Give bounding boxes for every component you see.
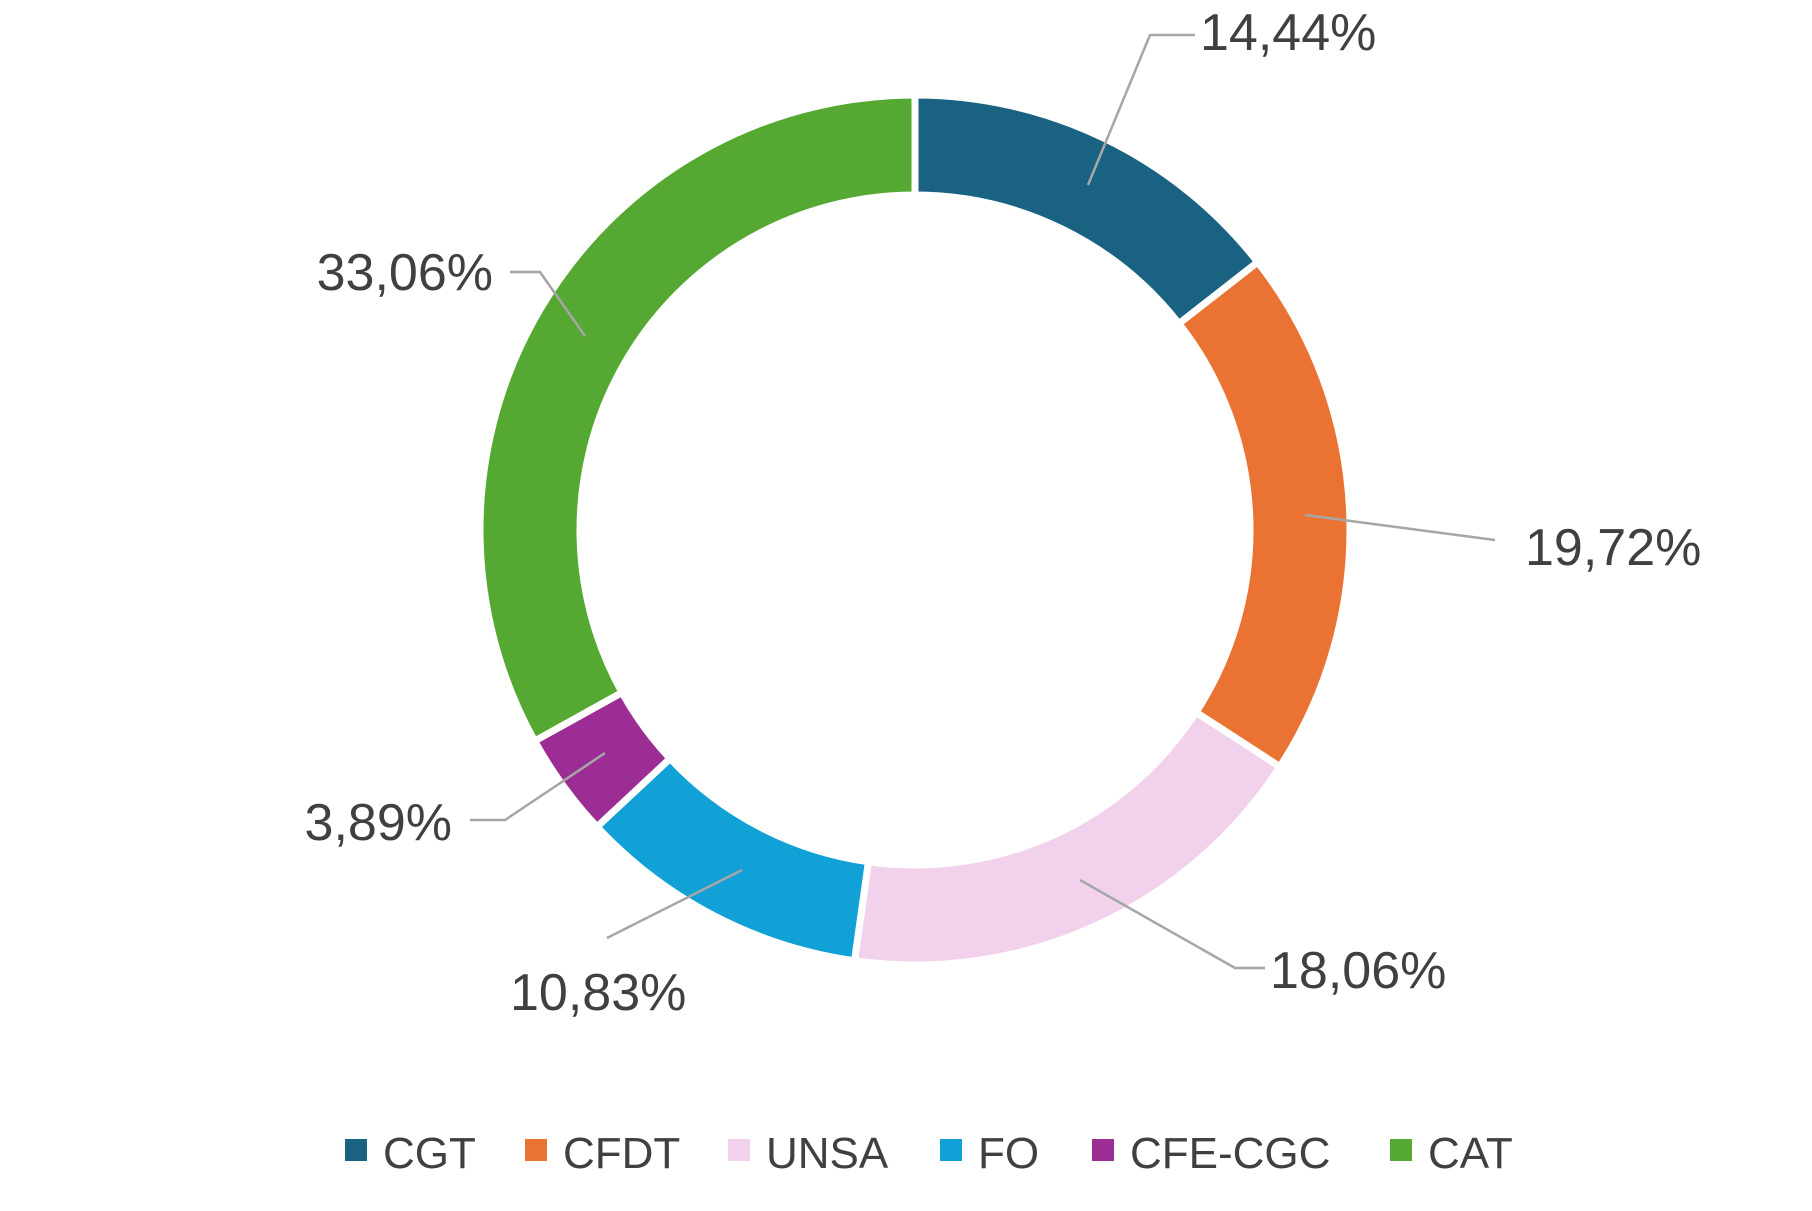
legend: CGT CFDT UNSA FO CFE-CGC CAT [345, 1129, 1513, 1178]
legend-swatch-cfe-cgc [1092, 1139, 1114, 1161]
legend-label-cfe-cgc: CFE-CGC [1130, 1129, 1330, 1178]
slice-unsa [850, 707, 1285, 969]
legend-label-cfdt: CFDT [563, 1129, 680, 1178]
leader-line-fo [606, 868, 743, 940]
slice-cfdt [1174, 257, 1354, 772]
data-label-unsa: 18,06% [1270, 942, 1446, 1000]
donut-slices [476, 91, 1354, 969]
leader-lines [470, 33, 1496, 970]
data-label-cfe-cgc: 3,89% [305, 794, 452, 852]
leader-line-cfe-cgc [470, 751, 606, 822]
leader-line-cgt [1086, 33, 1195, 186]
legend-swatch-cat [1390, 1139, 1412, 1161]
data-label-fo: 10,83% [510, 964, 686, 1022]
legend-label-cgt: CGT [383, 1129, 476, 1178]
data-label-cat: 33,06% [317, 244, 493, 302]
leader-line-unsa [1079, 878, 1265, 970]
legend-swatch-cfdt [525, 1139, 547, 1161]
legend-label-unsa: UNSA [766, 1129, 889, 1178]
legend-label-fo: FO [978, 1129, 1039, 1178]
legend-swatch-cgt [345, 1139, 367, 1161]
legend-swatch-fo [940, 1139, 962, 1161]
slice-cat [476, 91, 919, 746]
data-label-cgt: 14,44% [1200, 4, 1376, 62]
leader-line-cat [510, 270, 587, 337]
legend-swatch-unsa [728, 1139, 750, 1161]
data-labels: 14,44% 19,72% 18,06% 10,83% 3,89% 33,06% [305, 4, 1702, 1022]
leader-line-cfdt [1304, 513, 1496, 542]
legend-label-cat: CAT [1428, 1129, 1513, 1178]
slice-cgt [911, 91, 1263, 329]
data-label-cfdt: 19,72% [1525, 519, 1701, 577]
